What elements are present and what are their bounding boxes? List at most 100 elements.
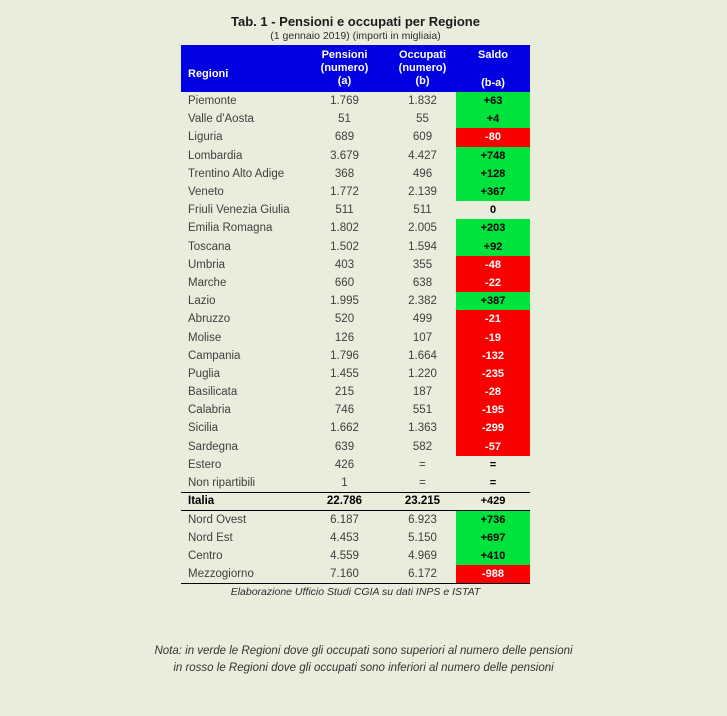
saldo-value-cell: -28 xyxy=(456,383,530,402)
saldo-value-cell: +748 xyxy=(456,146,530,165)
occupati-value-cell: 511 xyxy=(413,204,432,217)
saldo-value-cell: +410 xyxy=(456,546,530,565)
pensioni-value-cell: 1.769 xyxy=(330,95,359,108)
table-row: Liguria 689 609 -80 xyxy=(181,128,530,147)
table-row: Abruzzo 520 499 -21 xyxy=(181,310,530,329)
col-header-pensioni-line3: (a) xyxy=(337,75,352,87)
saldo-value-cell: -80 xyxy=(456,128,530,147)
occupati-value-cell: 499 xyxy=(412,313,433,326)
saldo-value-cell: -988 xyxy=(456,564,530,584)
saldo-value-cell: +4 xyxy=(456,110,530,129)
table-header: Regioni Pensioni (numero) (a) Occupati (… xyxy=(181,45,530,92)
occupati-value-cell: 355 xyxy=(412,258,433,271)
table-block: Tab. 1 - Pensioni e occupati per Regione… xyxy=(181,14,530,598)
region-name-cell: Trentino Alto Adige xyxy=(188,167,285,180)
table-row: Friuli Venezia Giulia 511 511 0 xyxy=(181,201,530,219)
occupati-value-cell: = xyxy=(419,458,426,471)
saldo-value-cell: -57 xyxy=(456,437,530,456)
pensioni-value-cell: 1.455 xyxy=(330,367,359,380)
pensioni-value-cell: 215 xyxy=(334,386,355,399)
occupati-value-cell: 6.923 xyxy=(408,513,437,526)
color-legend-note-line2: in rosso le Regioni dove gli occupati so… xyxy=(173,662,554,674)
pensioni-value-cell: 1.662 xyxy=(330,422,359,435)
occupati-value-cell: 582 xyxy=(412,440,433,453)
col-header-pensioni-line2: (numero) xyxy=(320,62,369,74)
pensioni-occupati-table: Regioni Pensioni (numero) (a) Occupati (… xyxy=(181,45,530,584)
page-subtitle: (1 gennaio 2019) (importi in migliaia) xyxy=(270,30,441,42)
region-name-cell: Veneto xyxy=(188,186,224,199)
region-name-cell: Friuli Venezia Giulia xyxy=(188,204,290,217)
saldo-value-cell: +63 xyxy=(456,92,530,111)
occupati-value-cell: 638 xyxy=(412,276,433,289)
color-legend-note: Nota: in verde le Regioni dove gli occup… xyxy=(0,643,727,677)
occupati-value-cell: 551 xyxy=(412,404,433,417)
occupati-value-cell: 107 xyxy=(412,331,433,344)
saldo-value-cell: 0 xyxy=(489,204,497,217)
saldo-value-cell: +128 xyxy=(456,164,530,183)
region-name-cell: Nord Ovest xyxy=(188,513,247,526)
col-header-saldo-line1: Saldo xyxy=(478,49,508,61)
region-name-cell: Marche xyxy=(188,276,227,289)
pensioni-value-cell: 22.786 xyxy=(300,491,389,511)
table-row: Campania 1.796 1.664 -132 xyxy=(181,346,530,365)
pensioni-value-cell: 4.453 xyxy=(330,531,359,544)
occupati-value-cell: 4.427 xyxy=(408,149,437,162)
table-row: Lazio 1.995 2.382 +387 xyxy=(181,292,530,311)
region-name-cell: Liguria xyxy=(188,131,223,144)
table-row: Toscana 1.502 1.594 +92 xyxy=(181,237,530,256)
pensioni-value-cell: 7.160 xyxy=(300,564,389,584)
saldo-value-cell: -48 xyxy=(456,255,530,274)
color-legend-note-line1: Nota: in verde le Regioni dove gli occup… xyxy=(154,645,573,657)
region-name-cell: Italia xyxy=(181,491,300,511)
pensioni-value-cell: 1.772 xyxy=(330,186,359,199)
region-name-cell: Nord Est xyxy=(188,531,233,544)
table-row: Sicilia 1.662 1.363 -299 xyxy=(181,419,530,438)
region-name-cell: Emilia Romagna xyxy=(188,222,273,235)
saldo-value-cell: -22 xyxy=(456,273,530,293)
col-header-saldo-line2: (b-a) xyxy=(481,77,505,89)
saldo-value-cell: +697 xyxy=(456,528,530,547)
region-name-cell: Non ripartibili xyxy=(188,476,256,489)
pensioni-value-cell: 639 xyxy=(334,440,355,453)
table-row: Valle d'Aosta 51 55 +4 xyxy=(181,110,530,129)
table-row: Mezzogiorno 7.160 6.172 -988 xyxy=(181,564,530,584)
pensioni-value-cell: 511 xyxy=(335,204,354,217)
page-title: Tab. 1 - Pensioni e occupati per Regione xyxy=(231,14,480,29)
pensioni-value-cell: 4.559 xyxy=(330,549,359,562)
table-source-note: Elaborazione Ufficio Studi CGIA su dati … xyxy=(230,585,481,598)
occupati-value-cell: 1.220 xyxy=(408,367,437,380)
col-header-occupati-line3: (b) xyxy=(415,75,430,87)
pensioni-value-cell: 368 xyxy=(334,167,355,180)
saldo-value-cell: = xyxy=(489,458,497,471)
table-row: Molise 126 107 -19 xyxy=(181,328,530,347)
pensioni-value-cell: 1.502 xyxy=(330,240,359,253)
table-row: Trentino Alto Adige 368 496 +128 xyxy=(181,164,530,183)
saldo-value-cell: -299 xyxy=(456,419,530,438)
table-row: Centro 4.559 4.969 +410 xyxy=(181,546,530,565)
region-name-cell: Molise xyxy=(188,331,222,344)
region-name-cell: Sicilia xyxy=(188,422,219,435)
occupati-value-cell: 496 xyxy=(412,167,433,180)
saldo-value-cell: = xyxy=(489,476,497,489)
pensioni-value-cell: 403 xyxy=(334,258,355,271)
occupati-value-cell: 2.139 xyxy=(408,186,437,199)
occupati-value-cell: 2.382 xyxy=(408,295,437,308)
table-row: Sardegna 639 582 -57 xyxy=(181,437,530,456)
pensioni-value-cell: 51 xyxy=(338,113,351,126)
table-row: Emilia Romagna 1.802 2.005 +203 xyxy=(181,219,530,238)
table-body: Piemonte 1.769 1.832 +63 Valle d'Aosta 51 55 +4… xyxy=(181,92,530,584)
pensioni-value-cell: 746 xyxy=(334,404,355,417)
region-name-cell: Abruzzo xyxy=(188,313,231,326)
region-name-cell: Basilicata xyxy=(188,386,238,399)
col-header-occupati: Occupati (numero) (b) xyxy=(389,45,456,92)
pensioni-value-cell: 3.679 xyxy=(330,149,359,162)
saldo-value-cell: -195 xyxy=(456,401,530,420)
pensioni-value-cell: 126 xyxy=(334,331,355,344)
region-name-cell: Valle d'Aosta xyxy=(188,113,254,126)
occupati-value-cell: 1.363 xyxy=(408,422,437,435)
table-row: Nord Est 4.453 5.150 +697 xyxy=(181,528,530,547)
pensioni-value-cell: 1.995 xyxy=(330,295,359,308)
saldo-value-cell: +367 xyxy=(456,182,530,202)
table-row: Calabria 746 551 -195 xyxy=(181,401,530,420)
table-row: Italia 22.786 23.215 +429 xyxy=(181,491,530,511)
